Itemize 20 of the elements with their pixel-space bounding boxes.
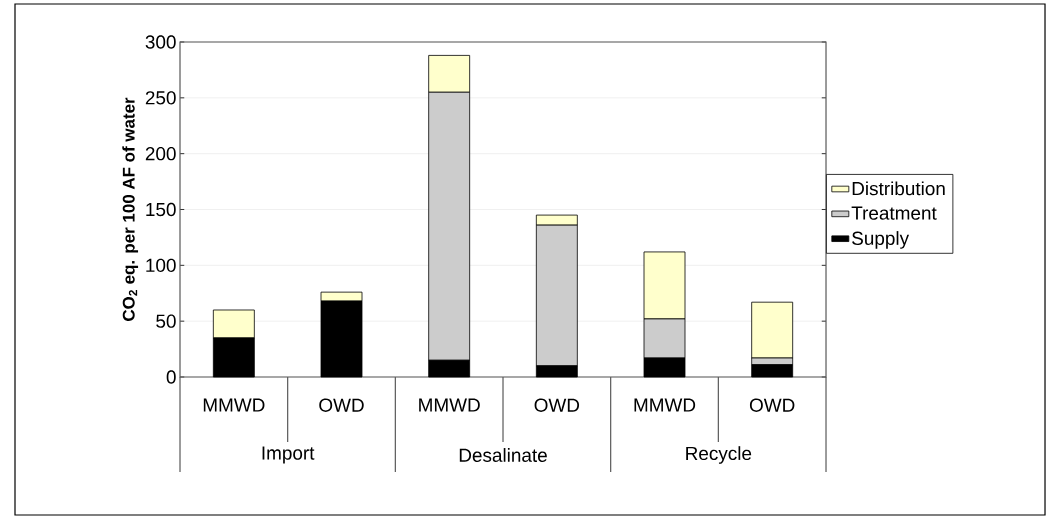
x-tick-label: OWD <box>534 398 580 412</box>
y-tick-label: 0 <box>166 370 176 384</box>
x-tick-label: MMWD <box>634 398 696 412</box>
x-tick-label: MMWD <box>419 398 480 412</box>
y-tick-label: 100 <box>146 258 176 273</box>
y-tick-label: 250 <box>145 91 176 105</box>
y-tick-label: 50 <box>156 314 176 328</box>
y-tick-label: 200 <box>145 146 176 161</box>
text: Import <box>262 446 315 464</box>
y-axis-title: CO$_{2}$ eq. per 100 AF of water <box>122 97 139 321</box>
x-tick-label: OWD <box>749 398 795 412</box>
y-tick-label: 150 <box>146 202 176 217</box>
text: Recycle <box>686 446 752 464</box>
x-tick-label: OWD <box>319 398 364 412</box>
legend-label: Treatment <box>851 206 937 220</box>
y-tick-label: 300 <box>145 35 176 49</box>
legend-label: Supply <box>852 231 910 249</box>
legend-label: Distribution <box>852 181 945 196</box>
x-tick-label: MMWD <box>203 398 265 412</box>
text: Desalinate <box>459 448 547 462</box>
